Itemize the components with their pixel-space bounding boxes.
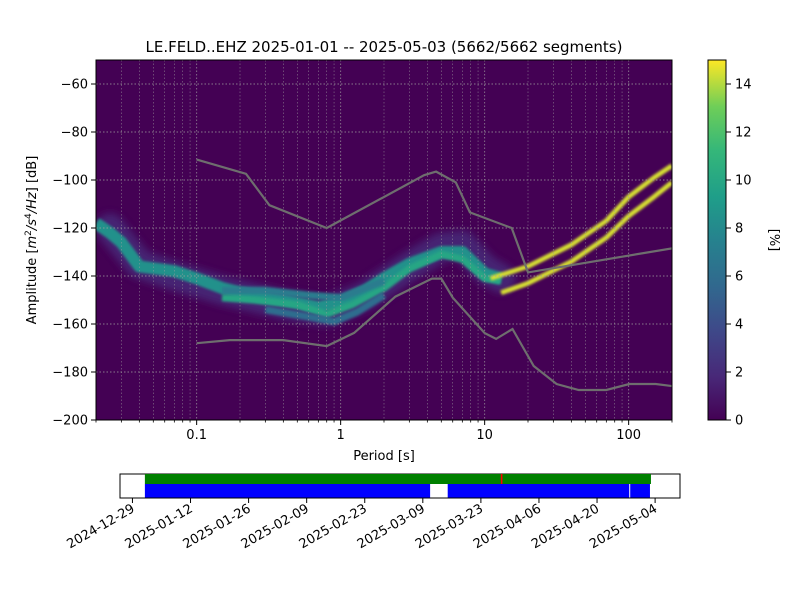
x-tick-label: 100 (616, 428, 641, 443)
x-tick-label: 10 (476, 428, 493, 443)
x-axis-label: Period [s] (353, 449, 415, 464)
chart-title: LE.FELD..EHZ 2025-01-01 -- 2025-05-03 (5… (146, 38, 623, 56)
noise-model-nhnm (196, 158, 672, 274)
colorbar-tick-label: 2 (735, 366, 743, 381)
colorbar-tick-label: 6 (735, 270, 743, 285)
colorbar-label: [%] (766, 229, 781, 252)
colorbar (707, 59, 727, 421)
density-band-3 (264, 292, 386, 326)
density-band-4 (489, 163, 672, 281)
y-axis-label: Amplitude [m2/s4/Hz] [dB] (24, 156, 40, 325)
y-tick-label: −200 (52, 414, 88, 429)
timeline-axis: 2024-12-292025-01-122025-01-262025-02-09… (65, 498, 660, 552)
colorbar-tick-label: 14 (735, 78, 752, 93)
y-tick-label: −60 (61, 78, 88, 93)
data-span (144, 484, 431, 498)
timeline-layer (144, 474, 651, 498)
x-tick-label: 0.1 (186, 428, 207, 443)
colorbar-tick-label: 12 (735, 126, 752, 141)
y-tick-label: −120 (52, 222, 88, 237)
data-span (447, 484, 630, 498)
colorbar-axis: 0 2 4 6 8 10 12 14 (726, 78, 752, 429)
x-tick-label: 1 (337, 428, 345, 443)
grid-layer (96, 60, 672, 420)
noise-model-nlnm (196, 277, 672, 392)
colorbar-tick-label: 4 (735, 318, 743, 333)
availability-span (144, 474, 651, 484)
y-tick-label: −180 (52, 366, 88, 381)
noise-model-layer (196, 158, 672, 392)
colorbar-tick-label: 8 (735, 222, 743, 237)
colorbar-tick-label: 10 (735, 174, 752, 189)
y-tick-label: −80 (61, 126, 88, 141)
colorbar-tick-label: 0 (735, 414, 743, 429)
density-band-5 (500, 180, 672, 296)
y-tick-label: −160 (52, 318, 88, 333)
y-tick-label: −100 (52, 174, 88, 189)
y-tick-label: −140 (52, 270, 88, 285)
data-span (630, 484, 650, 498)
axis-layer: 0.1 1 10 100 −60 −80 −100 −120 −140 −160 −180 −200 (52, 78, 673, 443)
